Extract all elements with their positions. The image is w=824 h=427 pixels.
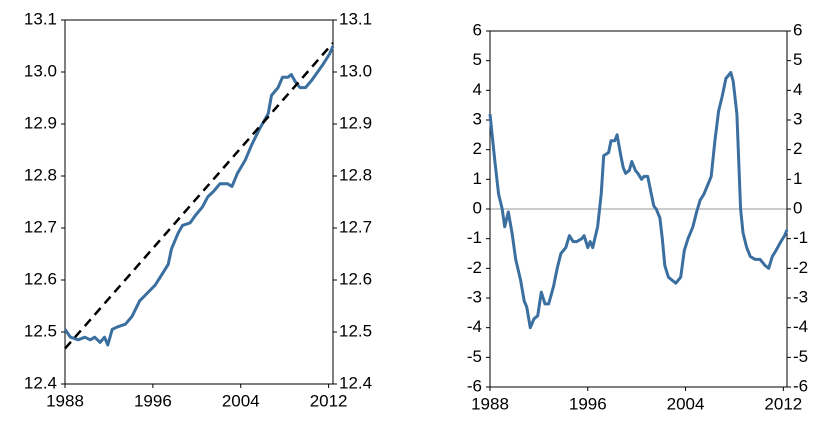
y-tick-label-right: 12.4 (339, 373, 372, 392)
x-tick-label: 1996 (569, 394, 607, 413)
x-tick-label: 1996 (134, 391, 172, 410)
y-tick-label-right: 13.1 (339, 9, 372, 28)
y-tick-label-right: 1 (793, 169, 802, 188)
y-tick-label: 12.8 (24, 165, 57, 184)
y-tick-label: 1 (473, 169, 482, 188)
y-tick-label-right: 6 (793, 20, 802, 39)
y-tick-label-right: -4 (793, 317, 808, 336)
y-tick-label: -3 (467, 287, 482, 306)
y-tick-label: 0 (473, 198, 482, 217)
plot-frame (489, 30, 788, 388)
y-tick-label-right: 3 (793, 109, 802, 128)
y-tick-label: 13.0 (24, 61, 57, 80)
y-tick-label-right: -3 (793, 287, 808, 306)
y-tick-label: -1 (467, 228, 482, 247)
y-tick-label: 4 (473, 80, 482, 99)
y-tick-label: 12.9 (24, 113, 57, 132)
x-tick-label: 1988 (46, 391, 84, 410)
y-tick-label-right: 5 (793, 50, 802, 69)
plot-frame (64, 19, 334, 385)
y-tick-label-right: 12.7 (339, 217, 372, 236)
y-tick-label-right: -2 (793, 258, 808, 277)
x-tick-label: 2012 (310, 391, 348, 410)
x-tick-label: 2004 (667, 394, 705, 413)
trend-line (64, 42, 334, 350)
y-tick-label-right: -6 (793, 376, 808, 395)
y-tick-label: -5 (467, 347, 482, 366)
y-tick-label: 12.6 (24, 269, 57, 288)
y-tick-label: 12.7 (24, 217, 57, 236)
y-tick-label: 6 (473, 20, 482, 39)
y-tick-label: 12.4 (24, 373, 57, 392)
y-tick-label: 3 (473, 109, 482, 128)
data-line (63, 45, 335, 347)
y-tick-label: 12.5 (24, 321, 57, 340)
y-tick-label-right: 12.5 (339, 321, 372, 340)
y-tick-label: -6 (467, 376, 482, 395)
y-tick-label-right: 4 (793, 80, 802, 99)
y-tick-label-right: 13.0 (339, 61, 372, 80)
x-tick-label: 1988 (471, 394, 509, 413)
y-tick-label-right: 12.8 (339, 165, 372, 184)
x-tick-label: 2004 (222, 391, 260, 410)
y-tick-label: -4 (467, 317, 482, 336)
y-tick-label-right: 12.9 (339, 113, 372, 132)
y-tick-label-right: 0 (793, 198, 802, 217)
y-tick-label: 13.1 (24, 9, 57, 28)
data-line (488, 71, 789, 330)
y-tick-label: 5 (473, 50, 482, 69)
y-tick-label-right: -1 (793, 228, 808, 247)
y-tick-label-right: 12.6 (339, 269, 372, 288)
y-tick-label-right: 2 (793, 139, 802, 158)
y-tick-label-right: -5 (793, 347, 808, 366)
y-tick-label: -2 (467, 258, 482, 277)
x-tick-label: 2012 (764, 394, 802, 413)
y-tick-label: 2 (473, 139, 482, 158)
